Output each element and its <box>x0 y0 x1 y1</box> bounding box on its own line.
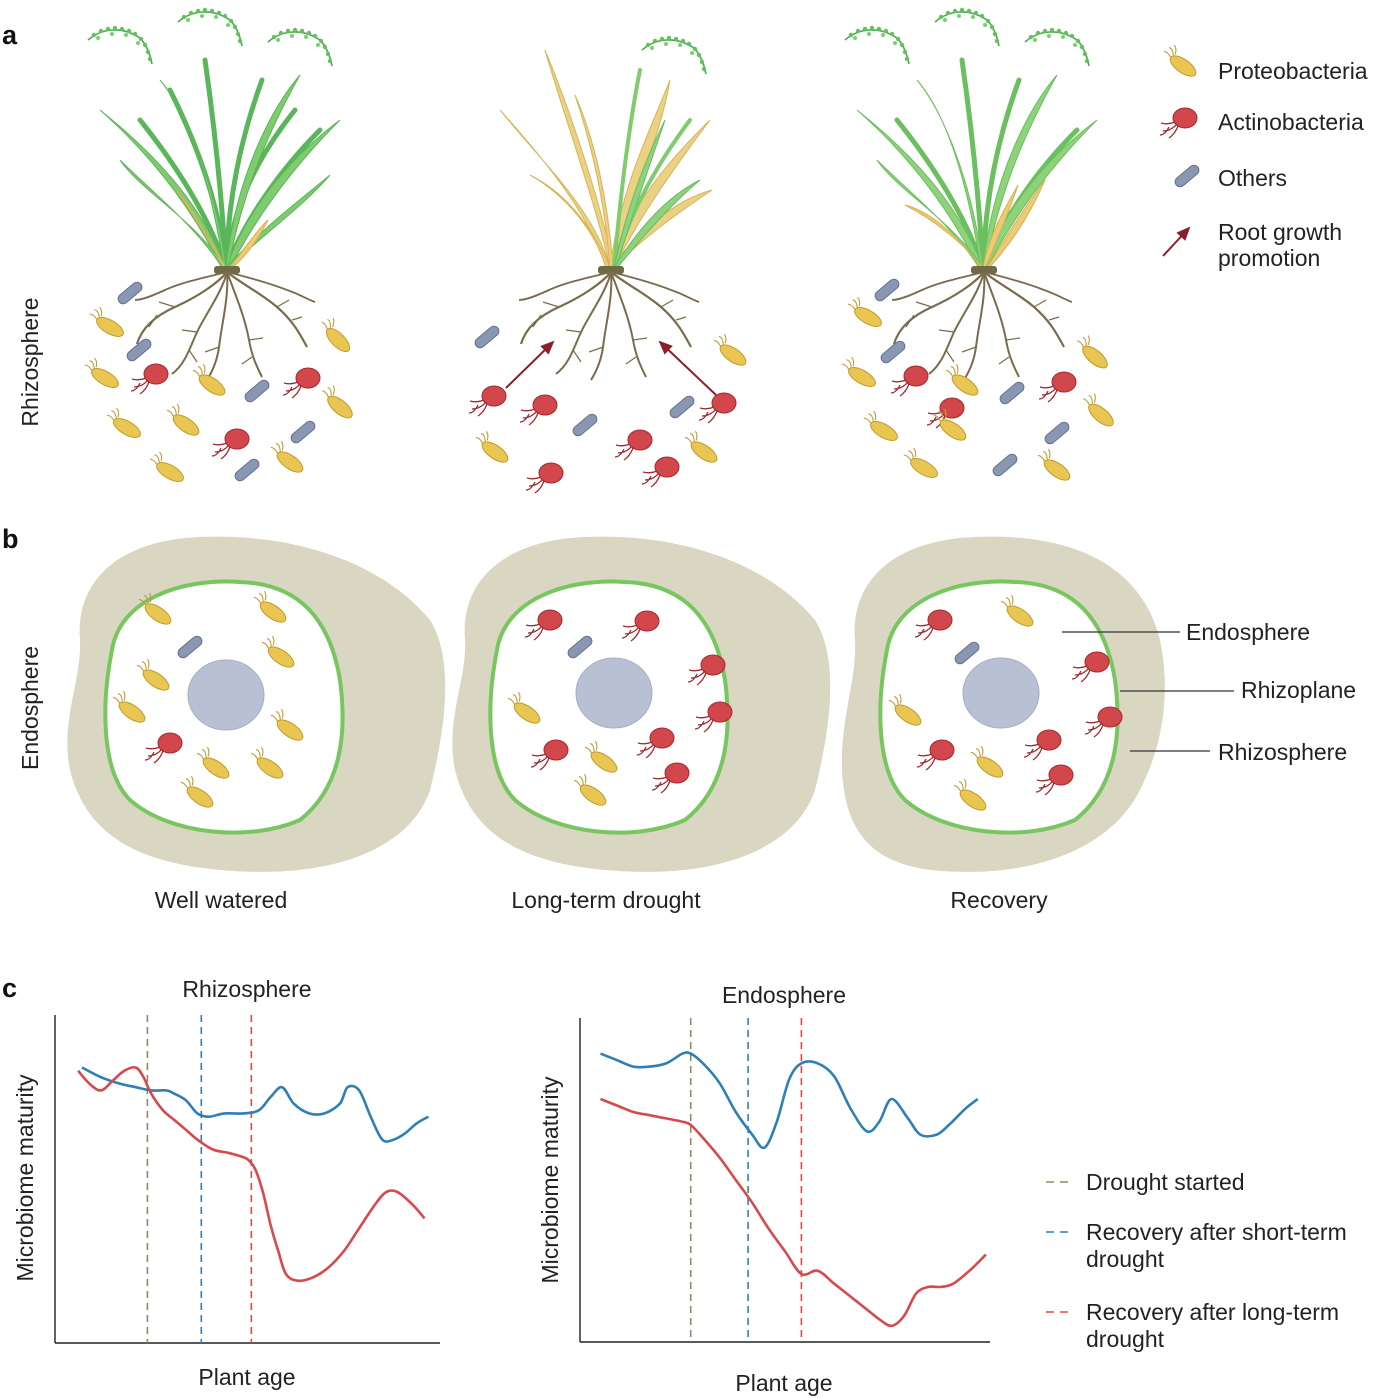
series-line-1 <box>77 1065 426 1283</box>
legend-vertical-lines: Drought started Recovery after short-ter… <box>1046 1169 1347 1352</box>
y-axis-label: Microbiome maturity <box>537 1076 563 1284</box>
legend-label-drought-started: Drought started <box>1086 1169 1245 1195</box>
legend-label-proteobacteria: Proteobacteria <box>1218 58 1368 84</box>
zone-label-rhizosphere: Rhizosphere <box>1218 739 1347 765</box>
series-line-0 <box>600 1051 979 1150</box>
legend-label-actinobacteria: Actinobacteria <box>1218 109 1364 135</box>
legend-label-long-term-2: drought <box>1086 1326 1165 1352</box>
zone-label-endosphere: Endosphere <box>1186 619 1310 645</box>
plant-recovery <box>844 7 1098 382</box>
series-line-1 <box>600 1097 987 1328</box>
plant-long-term-drought <box>499 34 713 382</box>
legend-label-short-term-1: Recovery after short-term <box>1086 1219 1347 1245</box>
legend-label-others: Others <box>1218 165 1287 191</box>
legend-label-long-term-1: Recovery after long-term <box>1086 1299 1339 1325</box>
cross-section-well-watered <box>67 536 446 872</box>
cross-section-recovery <box>841 536 1165 872</box>
panel-a-side-label: Rhizosphere <box>17 297 43 426</box>
panel-letter-c: c <box>2 973 17 1003</box>
y-axis-label: Microbiome maturity <box>12 1074 38 1282</box>
chart-title-endosphere: Endosphere <box>722 982 846 1008</box>
panel-b-side-label: Endosphere <box>17 646 43 770</box>
rhizosphere-bacteria-well-watered <box>80 279 360 486</box>
legend-label-root-growth-2: promotion <box>1218 245 1320 271</box>
cross-section-long-term-drought <box>452 536 831 872</box>
others-bacteria-icon <box>1172 162 1202 190</box>
legend-bacteria: Proteobacteria Actinobacteria Others Roo… <box>1159 41 1368 271</box>
condition-label-well-watered: Well watered <box>155 887 288 913</box>
panel-letter-b: b <box>2 524 19 554</box>
chart-title-rhizosphere: Rhizosphere <box>182 976 311 1002</box>
rhizosphere-bacteria-recovery <box>837 276 1121 485</box>
plant-well-watered <box>87 7 341 382</box>
condition-label-long-term-drought: Long-term drought <box>511 887 701 913</box>
chart-rhizosphere: Rhizosphere Microbiome maturity Plant ag… <box>12 976 440 1390</box>
x-axis-label: Plant age <box>198 1364 295 1390</box>
root-growth-arrow-icon <box>1162 226 1191 257</box>
condition-label-recovery: Recovery <box>950 887 1048 913</box>
chart-endosphere: Endosphere Microbiome maturity Plant age <box>537 982 990 1396</box>
proteobacteria-icon <box>1159 41 1203 81</box>
actinobacteria-icon <box>1159 107 1198 139</box>
series-line-0 <box>81 1066 430 1143</box>
zone-label-rhizoplane: Rhizoplane <box>1241 677 1356 703</box>
panel-letter-a: a <box>2 20 18 50</box>
x-axis-label: Plant age <box>735 1370 832 1396</box>
legend-label-short-term-2: drought <box>1086 1246 1165 1272</box>
rhizosphere-bacteria-long-term-drought <box>468 323 753 494</box>
legend-label-root-growth-1: Root growth <box>1218 219 1342 245</box>
